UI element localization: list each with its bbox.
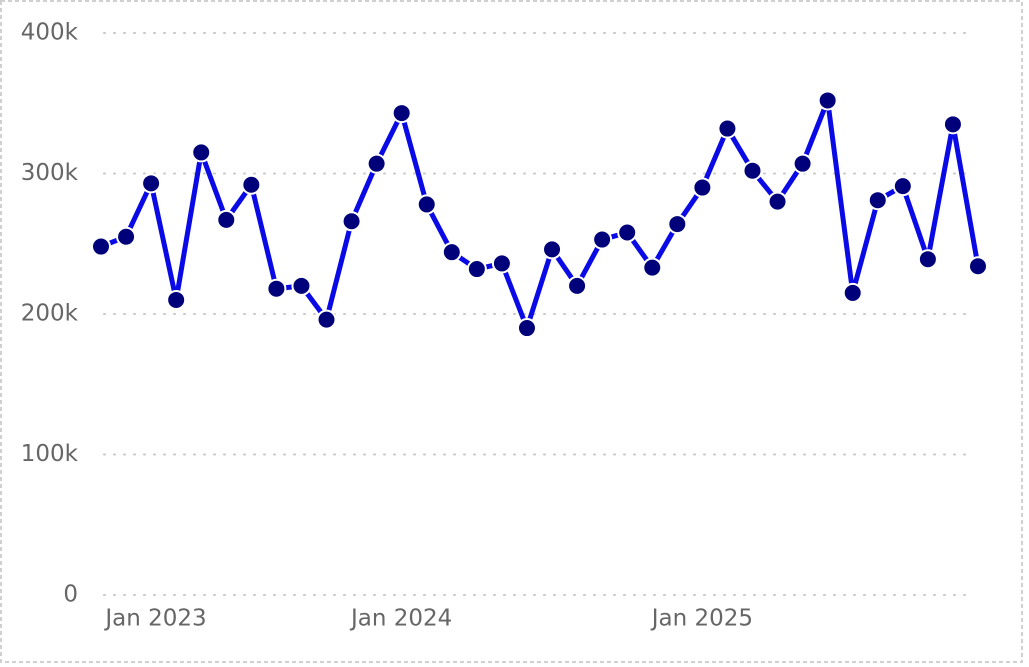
- point: [216, 209, 237, 230]
- point: [416, 194, 437, 215]
- x-tick-label: Jan 2024: [349, 606, 452, 632]
- point: [817, 90, 838, 111]
- point: [642, 257, 663, 278]
- point: [767, 191, 788, 212]
- point: [867, 190, 888, 211]
- y-tick-label: 200k: [21, 301, 79, 327]
- point: [567, 275, 588, 296]
- point: [617, 222, 638, 243]
- y-tick-label: 300k: [21, 160, 79, 186]
- point: [466, 259, 487, 280]
- point: [491, 253, 512, 274]
- point: [692, 177, 713, 198]
- point: [542, 239, 563, 260]
- y-tick-label: 0: [63, 582, 78, 608]
- x-tick-label: Jan 2023: [103, 606, 206, 632]
- point: [942, 114, 963, 135]
- point: [892, 176, 913, 197]
- x-tick-label: Jan 2025: [650, 606, 753, 632]
- point: [441, 242, 462, 263]
- point: [667, 214, 688, 235]
- point: [391, 103, 412, 124]
- y-tick-label: 400k: [21, 20, 79, 46]
- point: [266, 278, 287, 299]
- y-tick-label: 100k: [21, 441, 79, 467]
- point: [792, 153, 813, 174]
- point: [742, 160, 763, 181]
- point: [291, 275, 312, 296]
- point: [141, 173, 162, 194]
- point: [341, 211, 362, 232]
- point: [516, 318, 537, 339]
- point: [592, 229, 613, 250]
- point: [241, 174, 262, 195]
- point: [191, 142, 212, 163]
- point: [91, 236, 111, 257]
- point: [917, 249, 938, 270]
- point: [366, 153, 387, 174]
- point: [968, 256, 988, 277]
- point: [717, 118, 738, 139]
- point: [116, 226, 137, 247]
- point: [316, 309, 337, 330]
- point: [166, 289, 187, 310]
- point: [842, 282, 863, 303]
